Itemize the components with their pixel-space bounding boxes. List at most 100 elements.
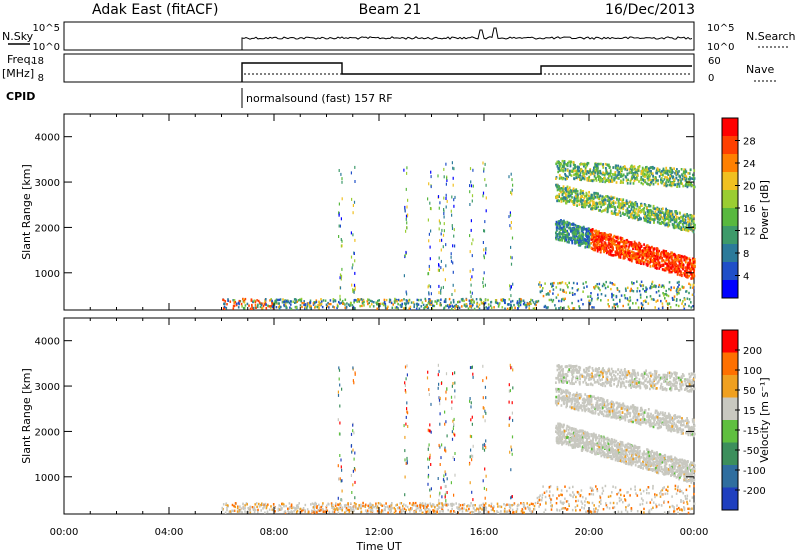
velocity-cell (672, 505, 674, 508)
power-cell (569, 162, 572, 165)
power-cell (568, 226, 571, 230)
power-cell (592, 240, 594, 244)
velocity-cell (294, 507, 296, 510)
power-cell (440, 298, 442, 301)
power-cell (558, 161, 560, 164)
velocity-cell (445, 449, 447, 453)
power-cell (561, 159, 564, 163)
power-cell (362, 299, 365, 302)
velocity-cell (419, 506, 422, 509)
power-cell (470, 283, 472, 287)
power-cell (306, 305, 309, 308)
power-cell (641, 254, 644, 258)
power-cell (555, 286, 558, 289)
power-cell (684, 226, 687, 229)
power-cell (569, 160, 572, 164)
velocity-cell (611, 491, 613, 494)
power-cell (651, 285, 653, 289)
power-cell (265, 306, 268, 310)
power-cell (693, 179, 695, 182)
velocity-cell (443, 503, 445, 506)
power-cell (636, 280, 638, 283)
velocity-cell (575, 495, 577, 499)
power-cell (673, 178, 676, 181)
power-cell (656, 206, 659, 210)
power-cell (670, 261, 672, 265)
power-cell (603, 248, 606, 252)
power-cell (587, 162, 590, 165)
power-cell (568, 186, 571, 189)
power-cell (681, 302, 683, 305)
power-cell (684, 215, 687, 218)
power-cell (565, 194, 567, 197)
power-cell (241, 305, 243, 308)
velocity-cell (452, 427, 454, 431)
power-cell (601, 238, 604, 242)
power-cell (620, 175, 622, 178)
power-cell (561, 232, 563, 236)
velocity-cell (327, 502, 329, 505)
power-cell (563, 298, 565, 302)
power-cell (673, 167, 675, 170)
power-cell (238, 302, 240, 306)
power-cell (620, 167, 623, 170)
power-cell (558, 222, 561, 225)
power-cell (599, 288, 601, 292)
power-cell (585, 230, 588, 234)
power-cell (599, 169, 602, 173)
power-cell (306, 306, 308, 310)
power-cell (555, 234, 558, 237)
power-cell (430, 185, 432, 189)
power-cell (485, 183, 487, 187)
power-cell (427, 272, 429, 276)
power-cell (316, 305, 319, 309)
power-cell (591, 179, 594, 183)
power-cell (668, 170, 671, 174)
velocity-cell (627, 504, 629, 507)
power-cell (651, 254, 654, 257)
power-cell (353, 290, 355, 294)
power-cell (460, 298, 463, 301)
power-cell (670, 210, 672, 213)
power-cell (309, 299, 312, 302)
power-cell (674, 224, 677, 228)
velocity-cell (367, 510, 369, 514)
power-cell (625, 199, 628, 202)
velocity-cell (373, 505, 375, 509)
velocity-cell (310, 503, 312, 506)
velocity-cell (404, 493, 406, 497)
power-cell (351, 283, 353, 287)
power-cell (227, 298, 229, 301)
velocity-cell (511, 508, 514, 512)
power-cell (353, 299, 356, 302)
velocity-cell (548, 485, 551, 489)
velocity-cell (453, 432, 455, 436)
power-cell (637, 258, 640, 262)
power-cell (512, 282, 514, 286)
velocity-cell (424, 508, 427, 511)
power-cell (676, 212, 679, 215)
power-cell (572, 281, 575, 285)
power-cell (556, 233, 559, 236)
velocity-cell (630, 508, 633, 511)
power-cell (583, 177, 586, 181)
power-cell (287, 300, 290, 303)
velocity-cell (626, 510, 629, 514)
power-cell (647, 302, 650, 305)
power-cell (528, 304, 531, 307)
velocity-cell (242, 502, 244, 505)
power-cell (338, 211, 340, 215)
power-cell (586, 285, 588, 288)
power-cell (471, 242, 473, 246)
power-cell (600, 201, 603, 205)
velocity-cell (387, 507, 390, 510)
velocity-cell (324, 510, 327, 513)
power-cell (653, 178, 656, 181)
power-cell (339, 298, 341, 301)
power-cell (421, 301, 424, 304)
power-cell (482, 191, 485, 195)
velocity-cell (442, 478, 445, 482)
power-cell (599, 235, 602, 238)
power-cell (692, 274, 695, 278)
power-cell (576, 231, 579, 235)
